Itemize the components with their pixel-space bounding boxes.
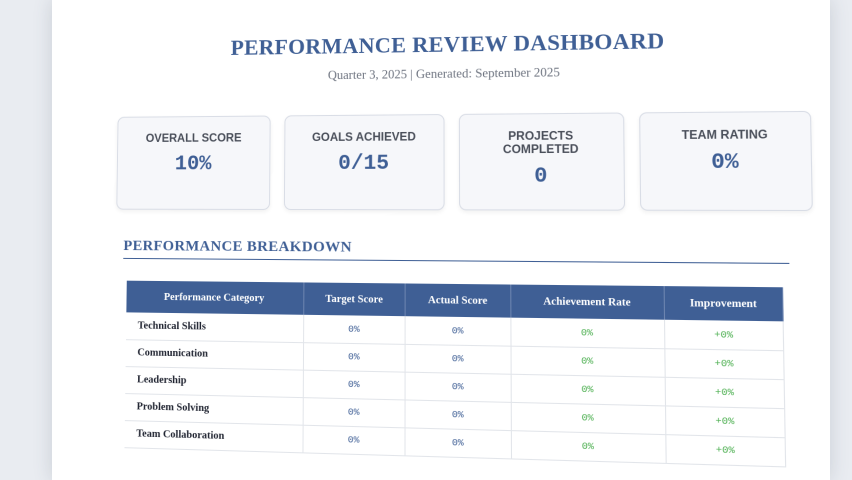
improvement-cell: +0%: [665, 348, 784, 379]
page-title: PERFORMANCE REVIEW DASHBOARD: [62, 24, 830, 63]
dashboard-document: PERFORMANCE REVIEW DASHBOARD Quarter 3, …: [55, 0, 830, 480]
card-label: Goals Achieved: [286, 131, 443, 145]
actual-cell: 0%: [405, 316, 510, 345]
column-header: Achievement Rate: [510, 285, 664, 320]
target-cell: 0%: [302, 425, 405, 456]
improvement-cell: +0%: [664, 320, 783, 350]
target-cell: 0%: [303, 342, 405, 371]
card-label: Projects Completed: [459, 130, 623, 157]
column-header: Improvement: [664, 286, 783, 321]
column-header: Target Score: [303, 282, 405, 316]
category-cell: Leadership: [125, 366, 303, 397]
section-title: PERFORMANCE BREAKDOWN: [123, 238, 352, 256]
summary-cards: Overall Score 10% Goals Achieved 0/15 Pr…: [116, 111, 813, 211]
category-cell: Technical Skills: [126, 312, 303, 342]
card-value: 0: [459, 165, 623, 189]
section-divider: [123, 258, 789, 264]
card-value: 0/15: [285, 152, 443, 176]
card-value: 0%: [640, 151, 811, 176]
category-cell: Team Collaboration: [124, 420, 302, 452]
card-overall-score: Overall Score 10%: [116, 116, 271, 210]
column-header: Performance Category: [126, 281, 303, 315]
card-goals-achieved: Goals Achieved 0/15: [284, 114, 444, 210]
card-label: Overall Score: [118, 132, 270, 146]
rate-cell: 0%: [511, 318, 665, 349]
category-cell: Communication: [126, 339, 303, 369]
actual-cell: 0%: [405, 399, 511, 430]
rate-cell: 0%: [511, 402, 666, 434]
improvement-cell: +0%: [666, 434, 786, 466]
column-header: Actual Score: [405, 283, 510, 317]
card-team-rating: Team Rating 0%: [639, 111, 813, 211]
page-subtitle: Quarter 3, 2025 | Generated: September 2…: [61, 61, 830, 86]
breakdown-table: Performance Category Target Score Actual…: [124, 281, 786, 467]
rate-cell: 0%: [511, 346, 666, 377]
rate-cell: 0%: [511, 430, 666, 463]
card-label: Team Rating: [640, 129, 810, 144]
rate-cell: 0%: [511, 374, 666, 406]
target-cell: 0%: [303, 315, 405, 344]
actual-cell: 0%: [405, 344, 510, 374]
improvement-cell: +0%: [665, 405, 785, 437]
target-cell: 0%: [303, 397, 406, 427]
card-projects-completed: Projects Completed 0: [458, 112, 624, 210]
improvement-cell: +0%: [665, 377, 784, 408]
actual-cell: 0%: [405, 372, 511, 402]
actual-cell: 0%: [405, 427, 511, 458]
card-value: 10%: [118, 153, 270, 176]
document-page: PERFORMANCE REVIEW DASHBOARD Quarter 3, …: [52, 0, 830, 480]
target-cell: 0%: [303, 370, 406, 400]
